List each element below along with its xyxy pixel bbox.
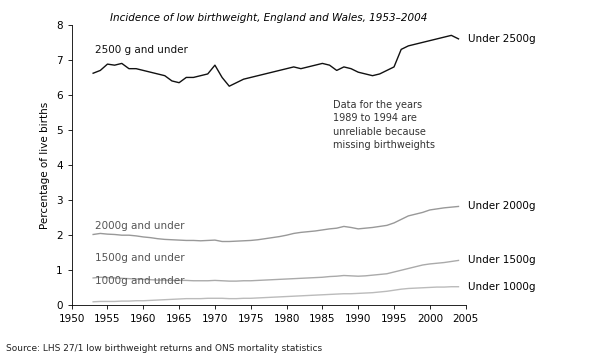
Text: Under 2500g: Under 2500g <box>467 34 536 44</box>
Text: 1500g and under: 1500g and under <box>94 252 184 263</box>
Text: Under 1500g: Under 1500g <box>467 256 536 266</box>
Y-axis label: Percentage of live births: Percentage of live births <box>41 102 50 229</box>
Text: 2500 g and under: 2500 g and under <box>94 45 187 55</box>
Title: Incidence of low birthweight, England and Wales, 1953–2004: Incidence of low birthweight, England an… <box>110 13 427 23</box>
Text: Data for the years
1989 to 1994 are
unreliable because
missing birthweights: Data for the years 1989 to 1994 are unre… <box>333 100 435 150</box>
Text: Source: LHS 27/1 low birthweight returns and ONS mortality statistics: Source: LHS 27/1 low birthweight returns… <box>6 344 322 354</box>
Text: Under 2000g: Under 2000g <box>467 201 535 212</box>
Text: 1000g and under: 1000g and under <box>94 276 184 286</box>
Text: 2000g and under: 2000g and under <box>94 221 184 231</box>
Text: Under 1000g: Under 1000g <box>467 282 535 292</box>
